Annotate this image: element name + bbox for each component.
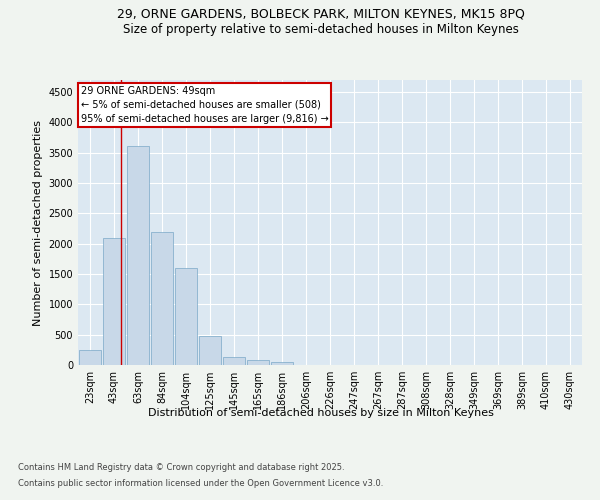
Text: 29, ORNE GARDENS, BOLBECK PARK, MILTON KEYNES, MK15 8PQ: 29, ORNE GARDENS, BOLBECK PARK, MILTON K…	[117, 8, 525, 20]
Y-axis label: Number of semi-detached properties: Number of semi-detached properties	[33, 120, 43, 326]
Text: Distribution of semi-detached houses by size in Milton Keynes: Distribution of semi-detached houses by …	[148, 408, 494, 418]
Text: Contains public sector information licensed under the Open Government Licence v3: Contains public sector information licen…	[18, 478, 383, 488]
Bar	[223, 357, 245, 365]
Bar	[247, 360, 269, 365]
Bar	[79, 350, 101, 365]
Bar	[103, 238, 125, 365]
Bar	[151, 232, 173, 365]
Bar	[271, 362, 293, 365]
Bar	[199, 336, 221, 365]
Bar	[127, 146, 149, 365]
Text: Size of property relative to semi-detached houses in Milton Keynes: Size of property relative to semi-detach…	[123, 22, 519, 36]
Bar	[175, 268, 197, 365]
Text: Contains HM Land Registry data © Crown copyright and database right 2025.: Contains HM Land Registry data © Crown c…	[18, 464, 344, 472]
Text: 29 ORNE GARDENS: 49sqm
← 5% of semi-detached houses are smaller (508)
95% of sem: 29 ORNE GARDENS: 49sqm ← 5% of semi-deta…	[80, 86, 328, 124]
